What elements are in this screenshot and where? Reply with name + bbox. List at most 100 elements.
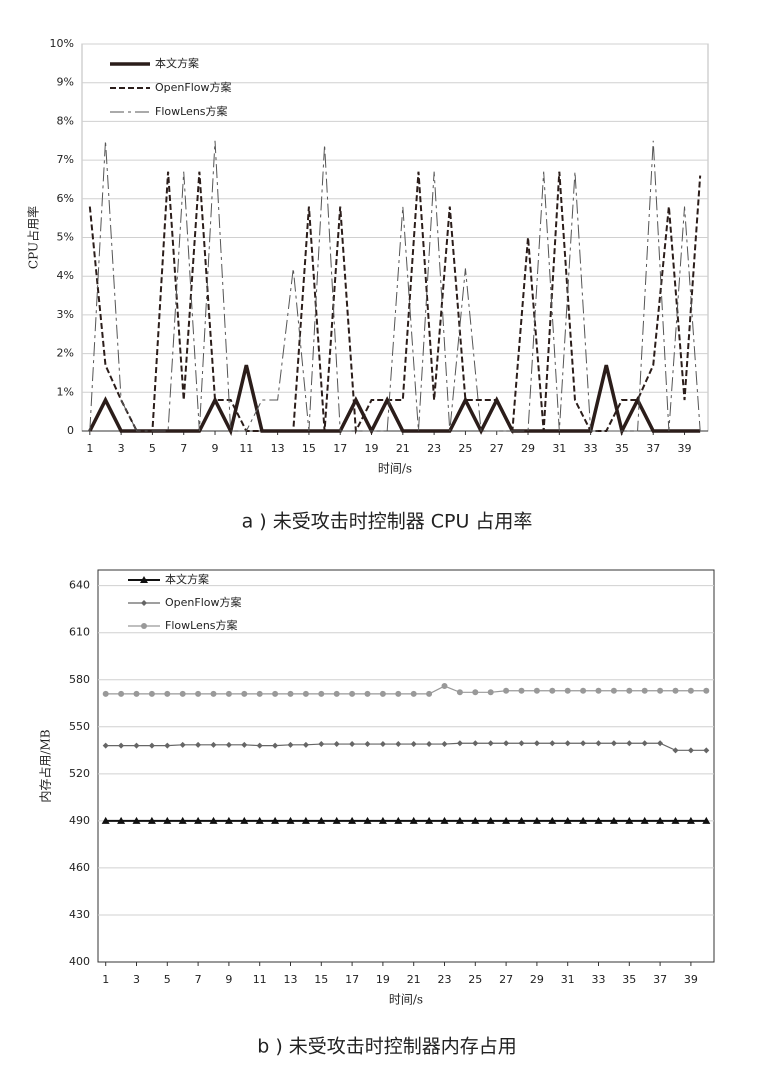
y-tick-label: 610 <box>69 626 90 639</box>
marker <box>455 816 464 824</box>
marker <box>132 816 141 824</box>
marker <box>102 742 109 749</box>
marker <box>256 742 263 749</box>
marker <box>656 816 665 824</box>
marker <box>471 816 480 824</box>
marker <box>702 816 711 824</box>
series-line <box>89 140 701 432</box>
marker <box>348 816 357 824</box>
y-tick-label: 460 <box>69 861 90 874</box>
marker <box>703 687 710 694</box>
marker <box>486 816 495 824</box>
x-tick-label: 21 <box>407 973 421 986</box>
marker <box>532 816 541 824</box>
marker <box>118 690 125 697</box>
x-tick-label: 39 <box>684 973 698 986</box>
marker <box>224 816 233 824</box>
marker <box>641 740 648 747</box>
y-tick-label: 8% <box>57 114 74 127</box>
y-tick-label: 490 <box>69 814 90 827</box>
marker <box>209 816 218 824</box>
marker <box>333 690 340 697</box>
marker <box>363 816 372 824</box>
marker <box>333 741 340 748</box>
marker <box>133 742 140 749</box>
marker <box>671 816 680 824</box>
x-tick-label: 17 <box>333 442 347 455</box>
x-tick-label: 7 <box>180 442 187 455</box>
marker <box>640 816 649 824</box>
series-line <box>105 742 707 751</box>
marker <box>502 816 511 824</box>
x-tick-label: 9 <box>225 973 232 986</box>
marker <box>533 740 540 747</box>
marker <box>195 690 202 697</box>
legend-label: 本文方案 <box>165 572 209 586</box>
caption: a ) 未受攻击时控制器 CPU 占用率 <box>242 511 533 533</box>
marker <box>225 690 232 697</box>
marker <box>318 741 325 748</box>
marker <box>625 816 634 824</box>
marker <box>301 816 310 824</box>
marker <box>178 816 187 824</box>
y-tick-label: 1% <box>57 385 74 398</box>
marker <box>564 687 571 694</box>
marker <box>456 689 463 696</box>
marker <box>657 740 664 747</box>
marker <box>302 690 309 697</box>
x-tick-label: 9 <box>212 442 219 455</box>
legend-label: 本文方案 <box>155 56 199 70</box>
marker <box>441 741 448 748</box>
marker <box>503 687 510 694</box>
y-tick-label: 520 <box>69 767 90 780</box>
marker <box>487 689 494 696</box>
legend-label: FlowLens方案 <box>155 104 228 118</box>
marker <box>133 690 140 697</box>
marker <box>118 742 125 749</box>
y-tick-label: 3% <box>57 308 74 321</box>
y-tick-label: 4% <box>57 269 74 282</box>
marker <box>672 747 679 754</box>
marker <box>641 687 648 694</box>
y-tick-label: 9% <box>57 76 74 89</box>
y-tick-label: 2% <box>57 347 74 360</box>
marker <box>686 816 695 824</box>
legend-label: FlowLens方案 <box>165 618 238 632</box>
marker <box>610 687 617 694</box>
y-tick-label: 5% <box>57 231 74 244</box>
x-tick-label: 33 <box>592 973 606 986</box>
marker <box>626 687 633 694</box>
x-tick-label: 15 <box>314 973 328 986</box>
series-line <box>88 171 702 435</box>
x-tick-label: 19 <box>365 442 379 455</box>
marker <box>195 741 202 748</box>
series-line <box>88 364 701 437</box>
legend-label: OpenFlow方案 <box>155 80 232 94</box>
marker <box>657 687 664 694</box>
marker <box>287 741 294 748</box>
marker <box>163 816 172 824</box>
marker <box>517 816 526 824</box>
y-tick-label: 580 <box>69 673 90 686</box>
x-tick-label: 27 <box>499 973 513 986</box>
series-line <box>105 685 707 695</box>
x-tick-label: 33 <box>584 442 598 455</box>
marker <box>580 740 587 747</box>
marker <box>410 690 417 697</box>
x-tick-label: 25 <box>458 442 472 455</box>
x-tick-label: 31 <box>561 973 575 986</box>
x-tick-label: 23 <box>427 442 441 455</box>
y-tick-label: 430 <box>69 908 90 921</box>
x-tick-label: 11 <box>239 442 253 455</box>
marker <box>563 816 572 824</box>
marker <box>487 740 494 747</box>
marker <box>395 741 402 748</box>
marker <box>256 690 263 697</box>
x-tick-label: 7 <box>195 973 202 986</box>
marker <box>141 600 147 606</box>
marker <box>394 816 403 824</box>
marker <box>440 816 449 824</box>
marker <box>626 740 633 747</box>
y-axis-label: CPU占用率 <box>26 206 41 269</box>
